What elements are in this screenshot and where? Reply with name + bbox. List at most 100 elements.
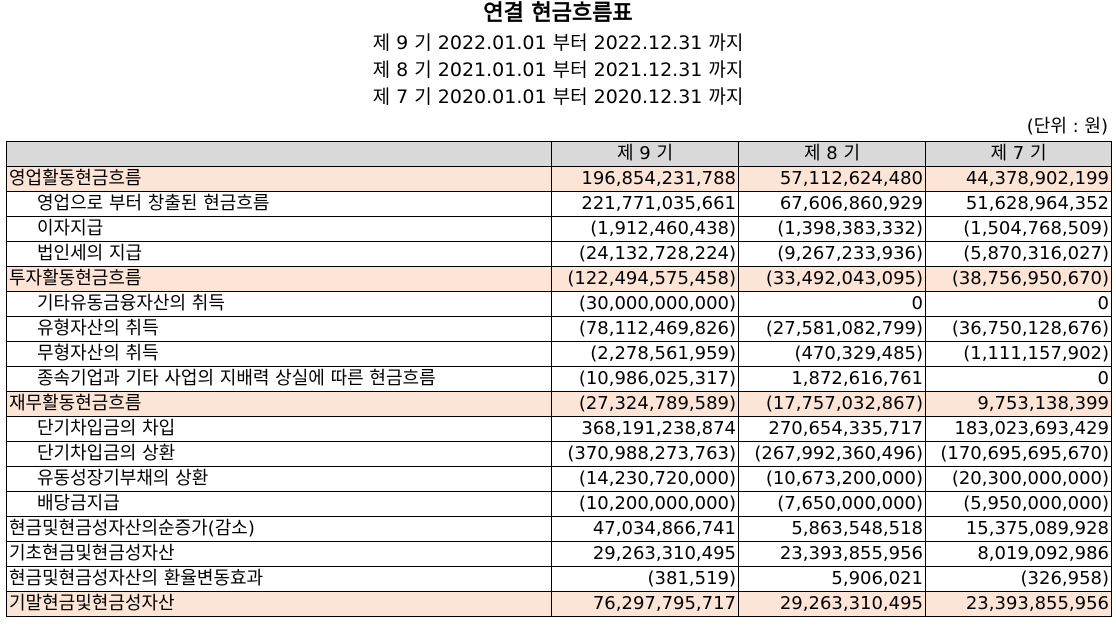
row-label: 영업으로 부터 창출된 현금흐름 [6,191,552,217]
header-period-8: 제 8 기 [738,141,926,167]
table-row: 이자지급 (1,912,460,438) (1,398,383,332) (1,… [6,216,1112,242]
table-row: 유형자산의 취득 (78,112,469,826) (27,581,082,79… [6,316,1112,342]
table-row: 배당금지급 (10,200,000,000) (7,650,000,000) (… [6,491,1112,517]
row-label: 단기차입금의 상환 [6,441,552,467]
value-period-9: (10,200,000,000) [551,491,739,517]
period-line-7: 제 7 기 2020.01.01 부터 2020.12.31 까지 [372,86,744,108]
row-label: 영업활동현금흐름 [6,166,552,192]
value-period-8: (9,267,233,936) [738,241,926,267]
value-period-9: (24,132,728,224) [551,241,739,267]
value-period-7: (5,870,316,027) [925,241,1112,267]
value-period-9: (122,494,575,458) [551,266,739,292]
value-period-9: (14,230,720,000) [551,466,739,492]
value-period-8: 67,606,860,929 [738,191,926,217]
value-period-9: 368,191,238,874 [551,416,739,442]
value-period-9: (78,112,469,826) [551,316,739,342]
table-row-ending-cash: 기말현금및현금성자산 76,297,795,717 29,263,310,495… [6,591,1112,617]
cash-flow-table: 제 9 기 제 8 기 제 7 기 영업활동현금흐름 196,854,231,7… [6,141,1112,617]
value-period-8: 29,263,310,495 [738,591,926,617]
row-label: 배당금지급 [6,491,552,517]
value-period-8: (7,650,000,000) [738,491,926,517]
value-period-7: 183,023,693,429 [925,416,1112,442]
value-period-7: 0 [925,291,1112,317]
table-row: 현금및현금성자산의 환율변동효과 (381,519) 5,906,021 (32… [6,566,1112,592]
table-row: 무형자산의 취득 (2,278,561,959) (470,329,485) (… [6,341,1112,367]
row-label: 투자활동현금흐름 [6,266,552,292]
value-period-8: 1,872,616,761 [738,366,926,392]
value-period-9: 47,034,866,741 [551,516,739,542]
row-label: 현금및현금성자산의 환율변동효과 [6,566,552,592]
value-period-8: 0 [738,291,926,317]
row-label: 단기차입금의 차입 [6,416,552,442]
table-row: 단기차입금의 상환 (370,988,273,763) (267,992,360… [6,441,1112,467]
period-line-9: 제 9 기 2022.01.01 부터 2022.12.31 까지 [372,32,744,54]
table-row-financing: 재무활동현금흐름 (27,324,789,589) (17,757,032,86… [6,391,1112,417]
value-period-9: (27,324,789,589) [551,391,739,417]
row-label: 유동성장기부채의 상환 [6,466,552,492]
unit-label: (단위 : 원) [1026,116,1108,137]
value-period-7: 8,019,092,986 [925,541,1112,567]
value-period-7: 9,753,138,399 [925,391,1112,417]
row-label: 기말현금및현금성자산 [6,591,552,617]
table-row: 종속기업과 기타 사업의 지배력 상실에 따른 현금흐름 (10,986,025… [6,366,1112,392]
row-label: 기초현금및현금성자산 [6,541,552,567]
value-period-8: (470,329,485) [738,341,926,367]
value-period-8: 5,906,021 [738,566,926,592]
table-row: 기초현금및현금성자산 29,263,310,495 23,393,855,956… [6,541,1112,567]
value-period-8: 57,112,624,480 [738,166,926,192]
value-period-7: (170,695,695,670) [925,441,1112,467]
value-period-8: (27,581,082,799) [738,316,926,342]
value-period-9: (10,986,025,317) [551,366,739,392]
table-row-investing: 투자활동현금흐름 (122,494,575,458) (33,492,043,0… [6,266,1112,292]
value-period-7: 15,375,089,928 [925,516,1112,542]
statement-title: 연결 현금흐름표 [483,1,633,26]
row-label: 유형자산의 취득 [6,316,552,342]
value-period-7: (36,750,128,676) [925,316,1112,342]
row-label: 이자지급 [6,216,552,242]
row-label: 종속기업과 기타 사업의 지배력 상실에 따른 현금흐름 [6,366,552,392]
value-period-8: (33,492,043,095) [738,266,926,292]
value-period-7: 0 [925,366,1112,392]
row-label: 현금및현금성자산의순증가(감소) [6,516,552,542]
header-item [6,141,552,167]
value-period-9: (381,519) [551,566,739,592]
value-period-8: (17,757,032,867) [738,391,926,417]
value-period-8: 23,393,855,956 [738,541,926,567]
value-period-8: 270,654,335,717 [738,416,926,442]
table-row: 유동성장기부채의 상환 (14,230,720,000) (10,673,200… [6,466,1112,492]
value-period-9: 76,297,795,717 [551,591,739,617]
value-period-7: 51,628,964,352 [925,191,1112,217]
table-header-row: 제 9 기 제 8 기 제 7 기 [6,141,1112,167]
value-period-8: (267,992,360,496) [738,441,926,467]
value-period-8: (1,398,383,332) [738,216,926,242]
row-label: 기타유동금융자산의 취득 [6,291,552,317]
value-period-7: (1,504,768,509) [925,216,1112,242]
table-row: 기타유동금융자산의 취득 (30,000,000,000) 0 0 [6,291,1112,317]
value-period-9: (2,278,561,959) [551,341,739,367]
value-period-7: (38,756,950,670) [925,266,1112,292]
period-line-8: 제 8 기 2021.01.01 부터 2021.12.31 까지 [372,59,744,81]
row-label: 재무활동현금흐름 [6,391,552,417]
table-row: 단기차입금의 차입 368,191,238,874 270,654,335,71… [6,416,1112,442]
table-row: 현금및현금성자산의순증가(감소) 47,034,866,741 5,863,54… [6,516,1112,542]
value-period-7: (326,958) [925,566,1112,592]
value-period-7: 44,378,902,199 [925,166,1112,192]
value-period-7: 23,393,855,956 [925,591,1112,617]
value-period-8: (10,673,200,000) [738,466,926,492]
header-period-7: 제 7 기 [925,141,1112,167]
value-period-7: (5,950,000,000) [925,491,1112,517]
value-period-9: 29,263,310,495 [551,541,739,567]
value-period-9: 196,854,231,788 [551,166,739,192]
table-row: 영업으로 부터 창출된 현금흐름 221,771,035,661 67,606,… [6,191,1112,217]
value-period-9: (1,912,460,438) [551,216,739,242]
header-period-9: 제 9 기 [551,141,739,167]
row-label: 법인세의 지급 [6,241,552,267]
table-row: 법인세의 지급 (24,132,728,224) (9,267,233,936)… [6,241,1112,267]
row-label: 무형자산의 취득 [6,341,552,367]
value-period-7: (20,300,000,000) [925,466,1112,492]
value-period-9: (370,988,273,763) [551,441,739,467]
table-row-operating: 영업활동현금흐름 196,854,231,788 57,112,624,480 … [6,166,1112,192]
value-period-9: (30,000,000,000) [551,291,739,317]
value-period-7: (1,111,157,902) [925,341,1112,367]
value-period-8: 5,863,548,518 [738,516,926,542]
